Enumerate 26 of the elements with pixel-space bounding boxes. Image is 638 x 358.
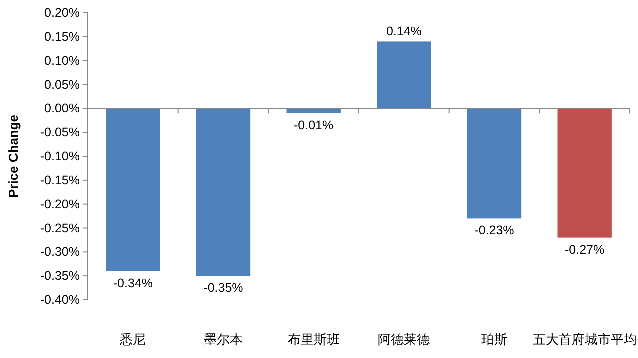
y-tick-label: 0.15% bbox=[44, 30, 80, 44]
data-label: -0.34% bbox=[113, 276, 153, 290]
data-label: -0.35% bbox=[204, 281, 244, 296]
x-tick-label: 阿德莱德 bbox=[378, 332, 430, 347]
y-tick-label: -0.15% bbox=[40, 173, 80, 188]
y-tick-label: 0.05% bbox=[44, 78, 80, 92]
data-label: -0.27% bbox=[565, 242, 605, 257]
y-tick-label: 0.10% bbox=[44, 54, 80, 68]
y-tick-label: 0.00% bbox=[44, 102, 80, 116]
x-tick-label: 布里斯班 bbox=[288, 332, 340, 347]
y-tick-label: -0.05% bbox=[40, 126, 80, 140]
data-label: -0.23% bbox=[474, 224, 514, 238]
y-tick-label: -0.40% bbox=[40, 293, 80, 307]
x-tick-label: 珀斯 bbox=[482, 332, 508, 347]
x-tick-label: 五大首府城市平均 bbox=[532, 332, 637, 347]
y-axis-title: Price Change bbox=[6, 114, 21, 198]
data-label: -0.01% bbox=[294, 118, 334, 132]
y-tick-label: -0.25% bbox=[40, 221, 80, 236]
y-tick-label: -0.30% bbox=[40, 245, 80, 260]
x-tick-label: 悉尼 bbox=[119, 332, 146, 347]
data-label: 0.14% bbox=[386, 24, 422, 39]
y-tick-label: 0.20% bbox=[44, 6, 80, 20]
y-tick-label: -0.10% bbox=[40, 150, 80, 164]
x-tick-label: 墨尔本 bbox=[204, 332, 243, 347]
y-tick-label: -0.20% bbox=[40, 197, 80, 212]
y-tick-label: -0.35% bbox=[40, 269, 80, 284]
